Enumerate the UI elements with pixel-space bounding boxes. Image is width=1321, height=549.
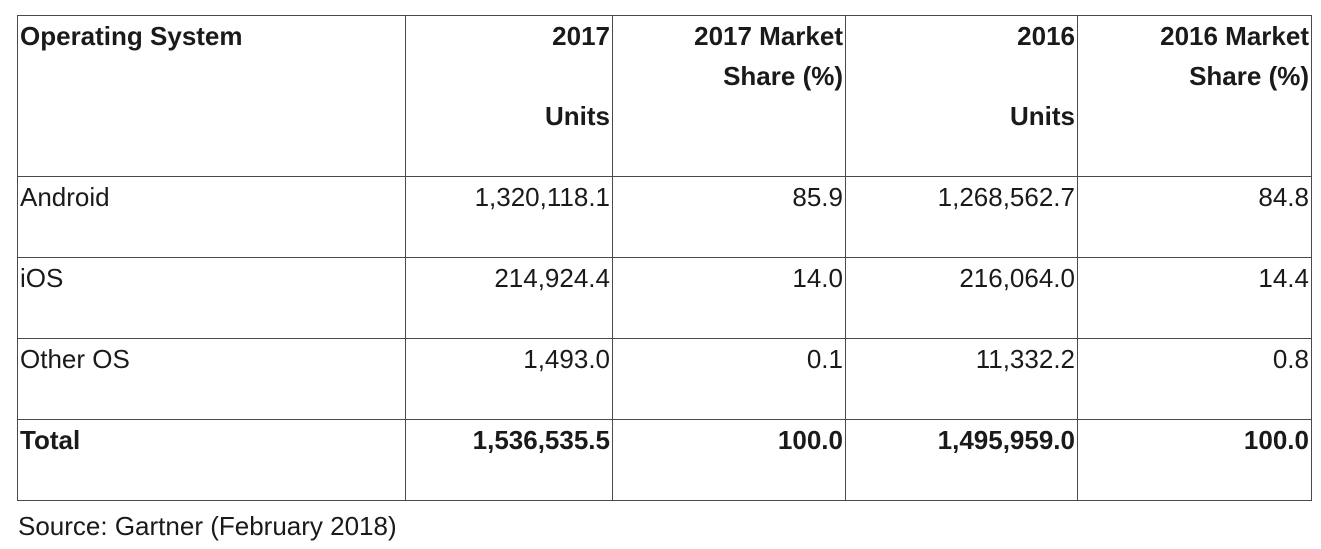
- cell-units-2017: 1,320,118.1: [405, 176, 613, 258]
- cell-share-2017: 0.1: [612, 338, 846, 420]
- table-wrapper: Operating System 2017 Units 2017 Market …: [17, 15, 1312, 501]
- header-2016-share-line2: Share (%): [1189, 61, 1309, 91]
- header-2016-share-line1: 2016 Market: [1160, 21, 1309, 51]
- header-2017-share-line2: Share (%): [723, 61, 843, 91]
- header-2017-units-line3: Units: [545, 101, 610, 131]
- total-units-2016: 1,495,959.0: [845, 419, 1078, 501]
- total-share-2017: 100.0: [612, 419, 846, 501]
- header-os: Operating System: [17, 15, 406, 177]
- cell-os: Android: [17, 176, 406, 258]
- header-2016-units: 2016 Units: [845, 15, 1078, 177]
- cell-units-2017: 1,493.0: [405, 338, 613, 420]
- total-label: Total: [17, 419, 406, 501]
- header-2016-share: 2016 Market Share (%): [1077, 15, 1312, 177]
- header-spacer: [408, 56, 610, 96]
- header-os-label: Operating System: [20, 21, 243, 51]
- cell-share-2016: 0.8: [1077, 338, 1312, 420]
- header-2017-share: 2017 Market Share (%): [612, 15, 846, 177]
- table-row: Other OS 1,493.0 0.1 11,332.2 0.8: [17, 338, 1312, 420]
- cell-units-2016: 216,064.0: [845, 257, 1078, 339]
- cell-os: iOS: [17, 257, 406, 339]
- cell-os: Other OS: [17, 338, 406, 420]
- cell-units-2016: 1,268,562.7: [845, 176, 1078, 258]
- cell-share-2016: 14.4: [1077, 257, 1312, 339]
- table-header-row: Operating System 2017 Units 2017 Market …: [17, 15, 1312, 177]
- source-note: Source: Gartner (February 2018): [18, 511, 397, 541]
- header-2016-units-line1: 2016: [1017, 21, 1075, 51]
- header-2017-units: 2017 Units: [405, 15, 613, 177]
- cell-share-2017: 85.9: [612, 176, 846, 258]
- cell-units-2016: 11,332.2: [845, 338, 1078, 420]
- table-row: Android 1,320,118.1 85.9 1,268,562.7 84.…: [17, 176, 1312, 258]
- os-sales-table: Operating System 2017 Units 2017 Market …: [17, 15, 1312, 501]
- header-2017-share-line1: 2017 Market: [694, 21, 843, 51]
- header-2017-units-line1: 2017: [552, 21, 610, 51]
- cell-share-2016: 84.8: [1077, 176, 1312, 258]
- total-units-2017: 1,536,535.5: [405, 419, 613, 501]
- table-row: iOS 214,924.4 14.0 216,064.0 14.4: [17, 257, 1312, 339]
- cell-units-2017: 214,924.4: [405, 257, 613, 339]
- cell-share-2017: 14.0: [612, 257, 846, 339]
- total-row: Total 1,536,535.5 100.0 1,495,959.0 100.…: [17, 419, 1312, 501]
- total-share-2016: 100.0: [1077, 419, 1312, 501]
- header-2016-units-line3: Units: [1010, 101, 1075, 131]
- header-spacer: [848, 56, 1075, 96]
